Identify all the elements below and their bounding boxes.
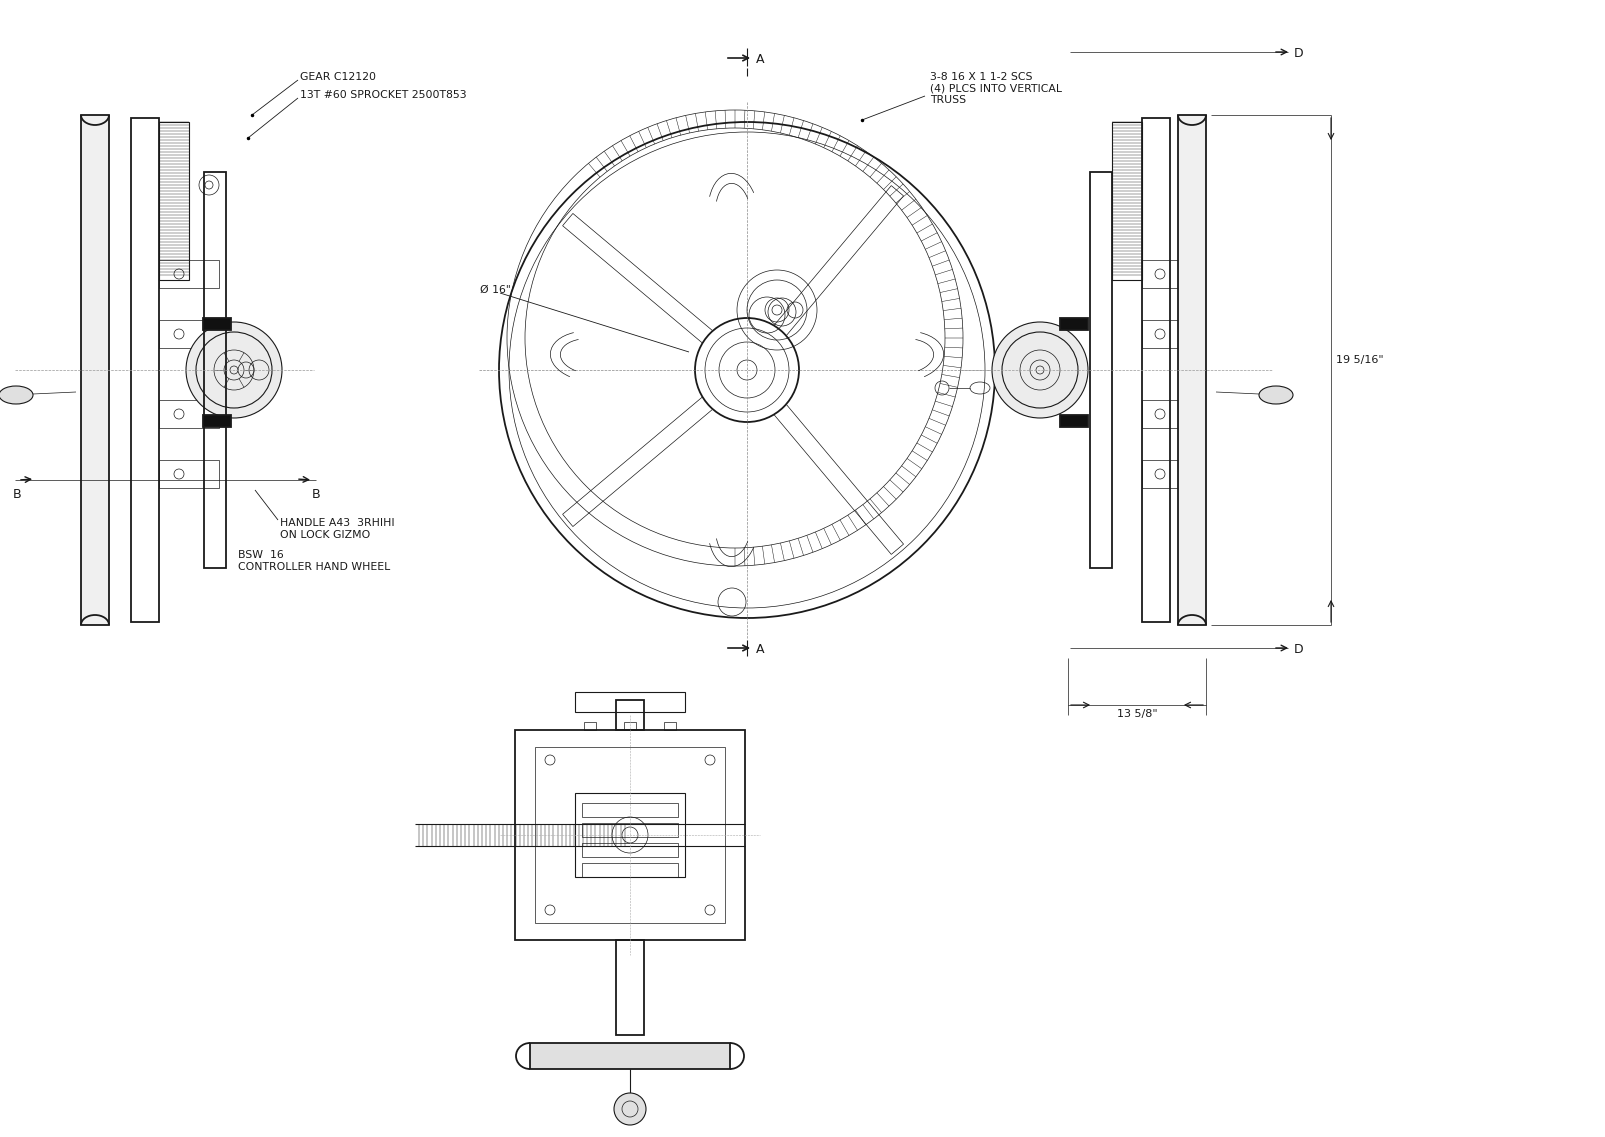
Bar <box>515 730 745 940</box>
Bar <box>575 792 685 877</box>
Bar <box>581 863 677 877</box>
Bar <box>1111 122 1141 280</box>
Bar <box>1141 460 1181 488</box>
Bar <box>80 115 109 625</box>
Text: A: A <box>756 644 764 656</box>
Text: GEAR C12120: GEAR C12120 <box>300 72 376 82</box>
Text: 19 5/16": 19 5/16" <box>1335 355 1384 365</box>
Bar <box>159 400 218 428</box>
Bar <box>1176 115 1205 625</box>
Circle shape <box>613 1093 645 1124</box>
Ellipse shape <box>1258 385 1292 404</box>
Bar <box>159 122 189 280</box>
Text: 13 5/8": 13 5/8" <box>1117 709 1157 719</box>
Circle shape <box>186 322 282 418</box>
Bar <box>575 692 685 712</box>
Bar <box>616 940 644 1035</box>
Bar <box>1059 318 1087 330</box>
Bar <box>581 843 677 857</box>
Bar <box>1141 400 1181 428</box>
Bar <box>1141 260 1181 288</box>
Bar <box>204 172 226 568</box>
Text: D: D <box>1294 644 1303 656</box>
Text: B: B <box>311 488 321 501</box>
Bar <box>1141 319 1181 348</box>
Bar <box>581 803 677 818</box>
Bar <box>584 722 595 730</box>
Bar <box>202 415 231 428</box>
Bar <box>1090 172 1111 568</box>
Text: 13T #60 SPROCKET 2500T853: 13T #60 SPROCKET 2500T853 <box>300 90 467 100</box>
Bar <box>581 823 677 837</box>
Text: Ø 16": Ø 16" <box>480 285 510 294</box>
Bar <box>202 318 231 330</box>
Bar <box>616 700 644 730</box>
Text: HANDLE A43  3RHIHI
ON LOCK GIZMO: HANDLE A43 3RHIHI ON LOCK GIZMO <box>279 518 395 540</box>
Bar <box>1141 118 1170 622</box>
Circle shape <box>992 322 1087 418</box>
Bar <box>159 460 218 488</box>
Bar <box>159 260 218 288</box>
Text: B: B <box>13 488 21 501</box>
Bar <box>534 747 724 923</box>
Bar <box>624 722 636 730</box>
Text: 3-8 16 X 1 1-2 SCS
(4) PLCS INTO VERTICAL
TRUSS: 3-8 16 X 1 1-2 SCS (4) PLCS INTO VERTICA… <box>929 72 1061 106</box>
Ellipse shape <box>0 385 34 404</box>
Bar <box>159 319 218 348</box>
Bar <box>132 118 159 622</box>
Text: A: A <box>756 53 764 66</box>
Bar <box>663 722 676 730</box>
Text: BSW  16
CONTROLLER HAND WHEEL: BSW 16 CONTROLLER HAND WHEEL <box>238 550 390 572</box>
Bar <box>1059 415 1087 428</box>
Text: D: D <box>1294 47 1303 60</box>
Bar <box>530 1043 730 1069</box>
